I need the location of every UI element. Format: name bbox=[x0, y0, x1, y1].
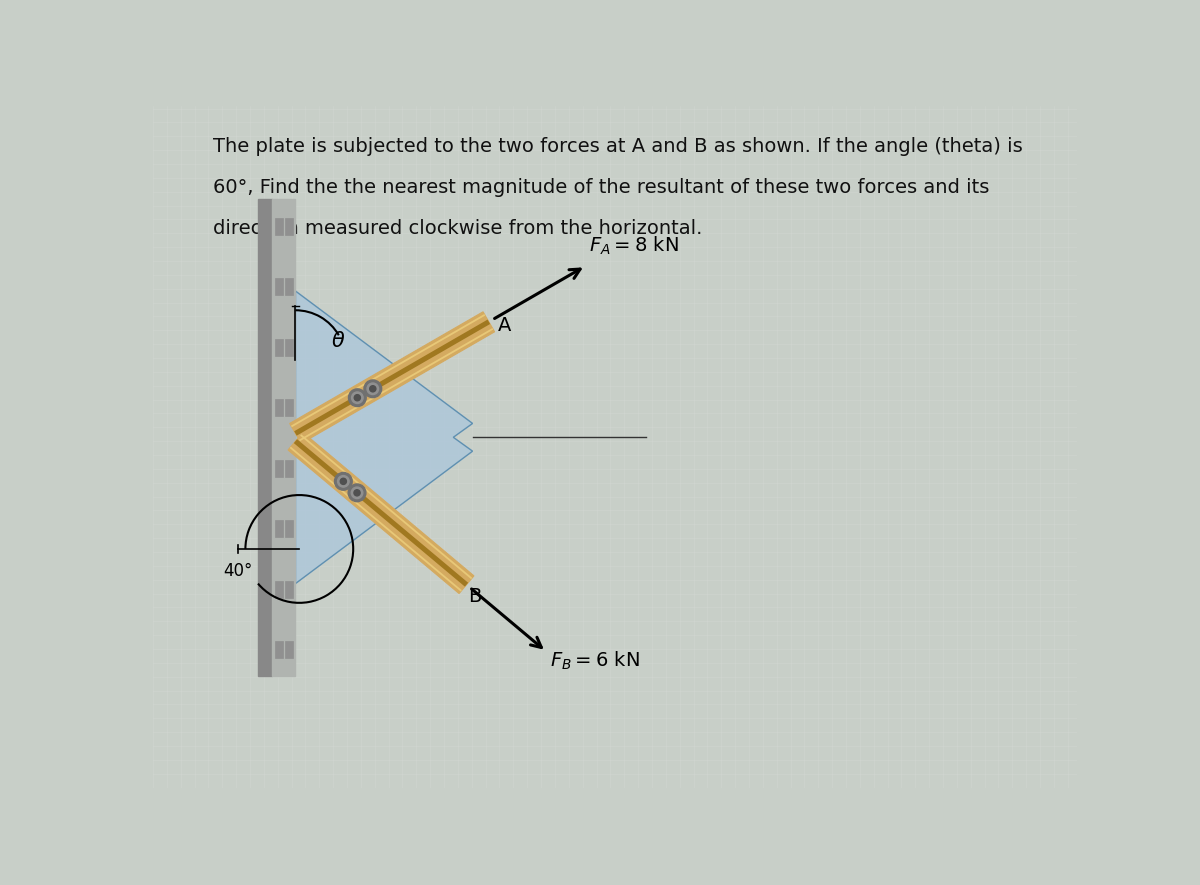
Bar bbox=[286, 399, 293, 416]
Bar bbox=[276, 279, 283, 296]
Text: direction measured clockwise from the horizontal.: direction measured clockwise from the ho… bbox=[214, 219, 702, 238]
Text: A: A bbox=[498, 316, 511, 335]
Bar bbox=[258, 198, 272, 676]
Text: The plate is subjected to the two forces at A and B as shown. If the angle (thet: The plate is subjected to the two forces… bbox=[214, 137, 1022, 156]
Bar bbox=[276, 218, 283, 235]
Bar bbox=[286, 581, 293, 597]
Bar bbox=[276, 581, 283, 597]
Circle shape bbox=[352, 487, 362, 498]
Text: θ: θ bbox=[331, 331, 344, 351]
Polygon shape bbox=[299, 328, 493, 442]
Bar bbox=[276, 642, 283, 658]
Polygon shape bbox=[294, 319, 490, 435]
Bar bbox=[286, 339, 293, 356]
Bar bbox=[276, 399, 283, 416]
Circle shape bbox=[354, 489, 360, 496]
Polygon shape bbox=[294, 439, 468, 587]
Circle shape bbox=[364, 380, 382, 397]
Bar bbox=[286, 279, 293, 296]
Circle shape bbox=[337, 475, 349, 487]
Circle shape bbox=[354, 395, 360, 401]
Circle shape bbox=[370, 386, 376, 392]
Circle shape bbox=[348, 389, 366, 406]
Bar bbox=[276, 520, 283, 537]
Bar bbox=[286, 520, 293, 537]
Circle shape bbox=[352, 392, 364, 404]
Bar bbox=[272, 198, 295, 676]
Circle shape bbox=[348, 484, 366, 502]
Bar bbox=[286, 218, 293, 235]
Text: B: B bbox=[468, 587, 481, 605]
Bar bbox=[276, 339, 283, 356]
Polygon shape bbox=[290, 314, 485, 427]
Circle shape bbox=[341, 478, 347, 484]
Polygon shape bbox=[300, 435, 473, 579]
Text: $F_A = 8\ \mathrm{kN}$: $F_A = 8\ \mathrm{kN}$ bbox=[589, 235, 679, 258]
Polygon shape bbox=[295, 291, 473, 583]
Bar bbox=[286, 642, 293, 658]
Bar bbox=[276, 460, 283, 477]
Text: 60°, Find the the nearest magnitude of the resultant of these two forces and its: 60°, Find the the nearest magnitude of t… bbox=[214, 178, 990, 196]
Text: 40°: 40° bbox=[223, 562, 252, 580]
Polygon shape bbox=[289, 312, 494, 443]
Text: $F_B = 6\ \mathrm{kN}$: $F_B = 6\ \mathrm{kN}$ bbox=[550, 650, 640, 673]
Circle shape bbox=[367, 383, 378, 395]
Bar bbox=[286, 460, 293, 477]
Polygon shape bbox=[289, 447, 462, 591]
Polygon shape bbox=[288, 432, 474, 594]
Circle shape bbox=[335, 473, 353, 490]
